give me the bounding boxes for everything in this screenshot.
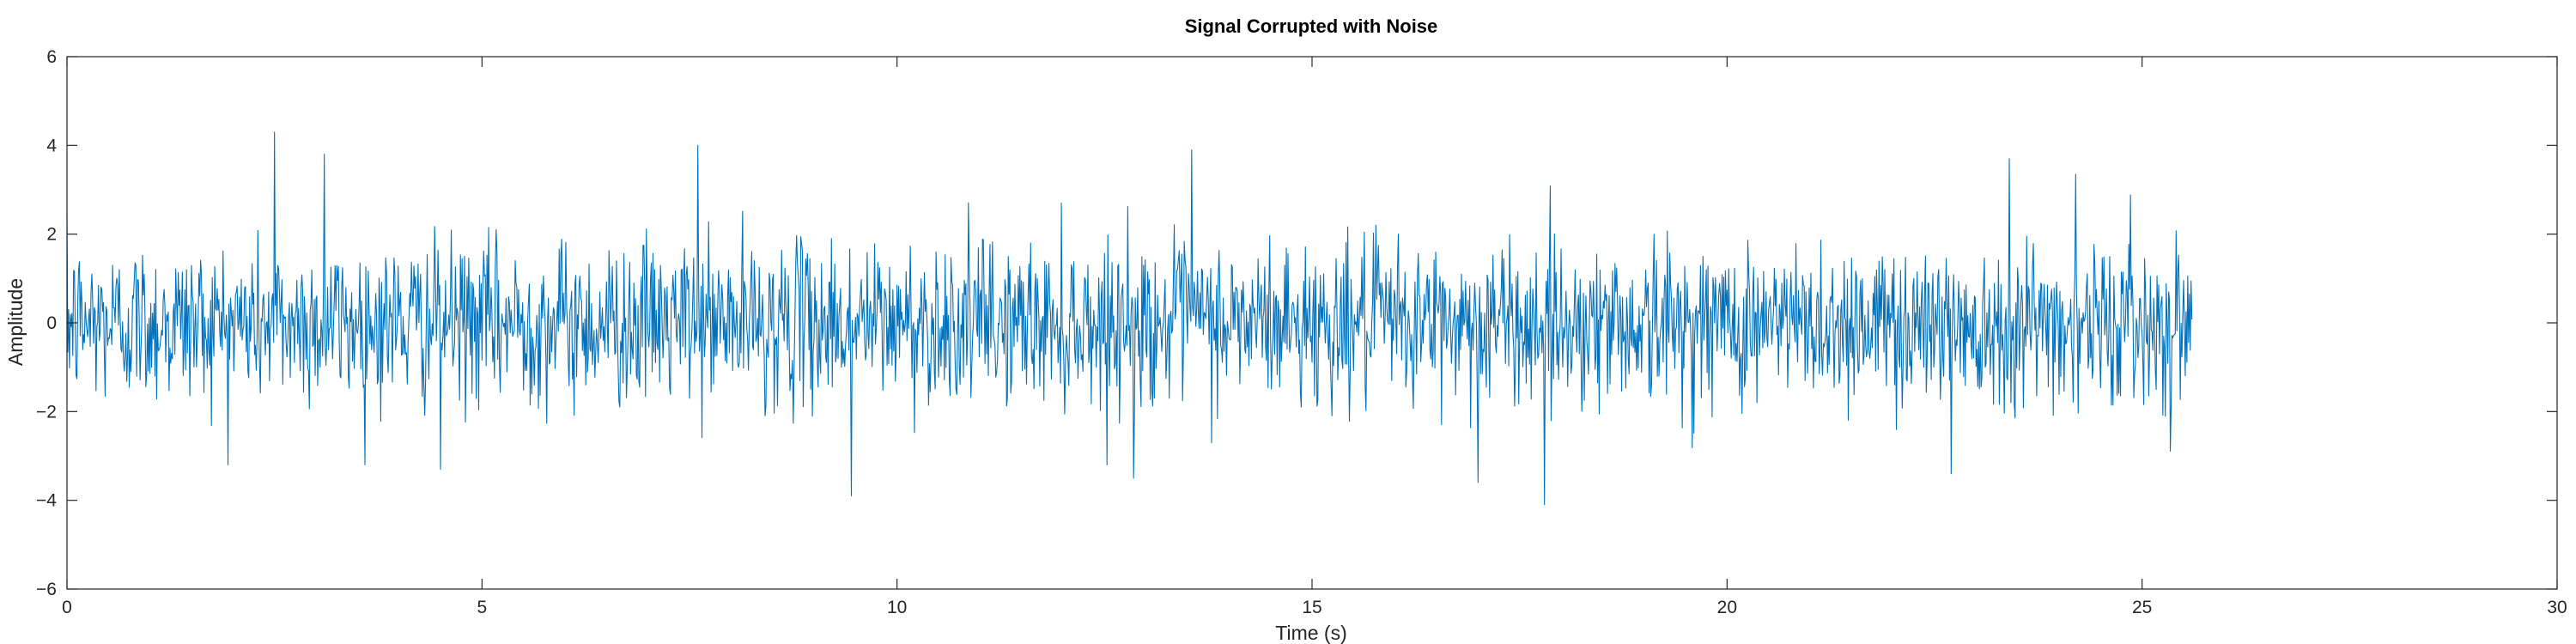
x-tick-label: 25 xyxy=(2132,598,2152,617)
y-axis: −6 −4 −2 0 2 4 6 xyxy=(36,47,2557,599)
y-tick-label: −6 xyxy=(36,580,57,599)
y-tick-label: 6 xyxy=(46,47,57,67)
x-tick-label: 0 xyxy=(62,598,72,617)
chart-title: Signal Corrupted with Noise xyxy=(1185,15,1438,37)
y-tick-label: −4 xyxy=(36,491,57,511)
y-tick-label: 2 xyxy=(46,225,57,245)
y-tick-label: 0 xyxy=(46,313,57,333)
x-axis: 0 5 10 15 20 25 30 xyxy=(62,57,2567,617)
y-tick-label: −2 xyxy=(36,402,57,422)
x-tick-label: 20 xyxy=(1717,598,1737,617)
x-tick-label: 5 xyxy=(477,598,487,617)
x-tick-label: 10 xyxy=(887,598,907,617)
x-tick-label: 30 xyxy=(2547,598,2567,617)
y-axis-label: Amplitude xyxy=(4,278,27,366)
x-tick-label: 15 xyxy=(1302,598,1321,617)
x-axis-label: Time (s) xyxy=(1275,622,1346,644)
y-tick-label: 4 xyxy=(46,136,57,155)
signal-series-line xyxy=(66,131,2193,506)
